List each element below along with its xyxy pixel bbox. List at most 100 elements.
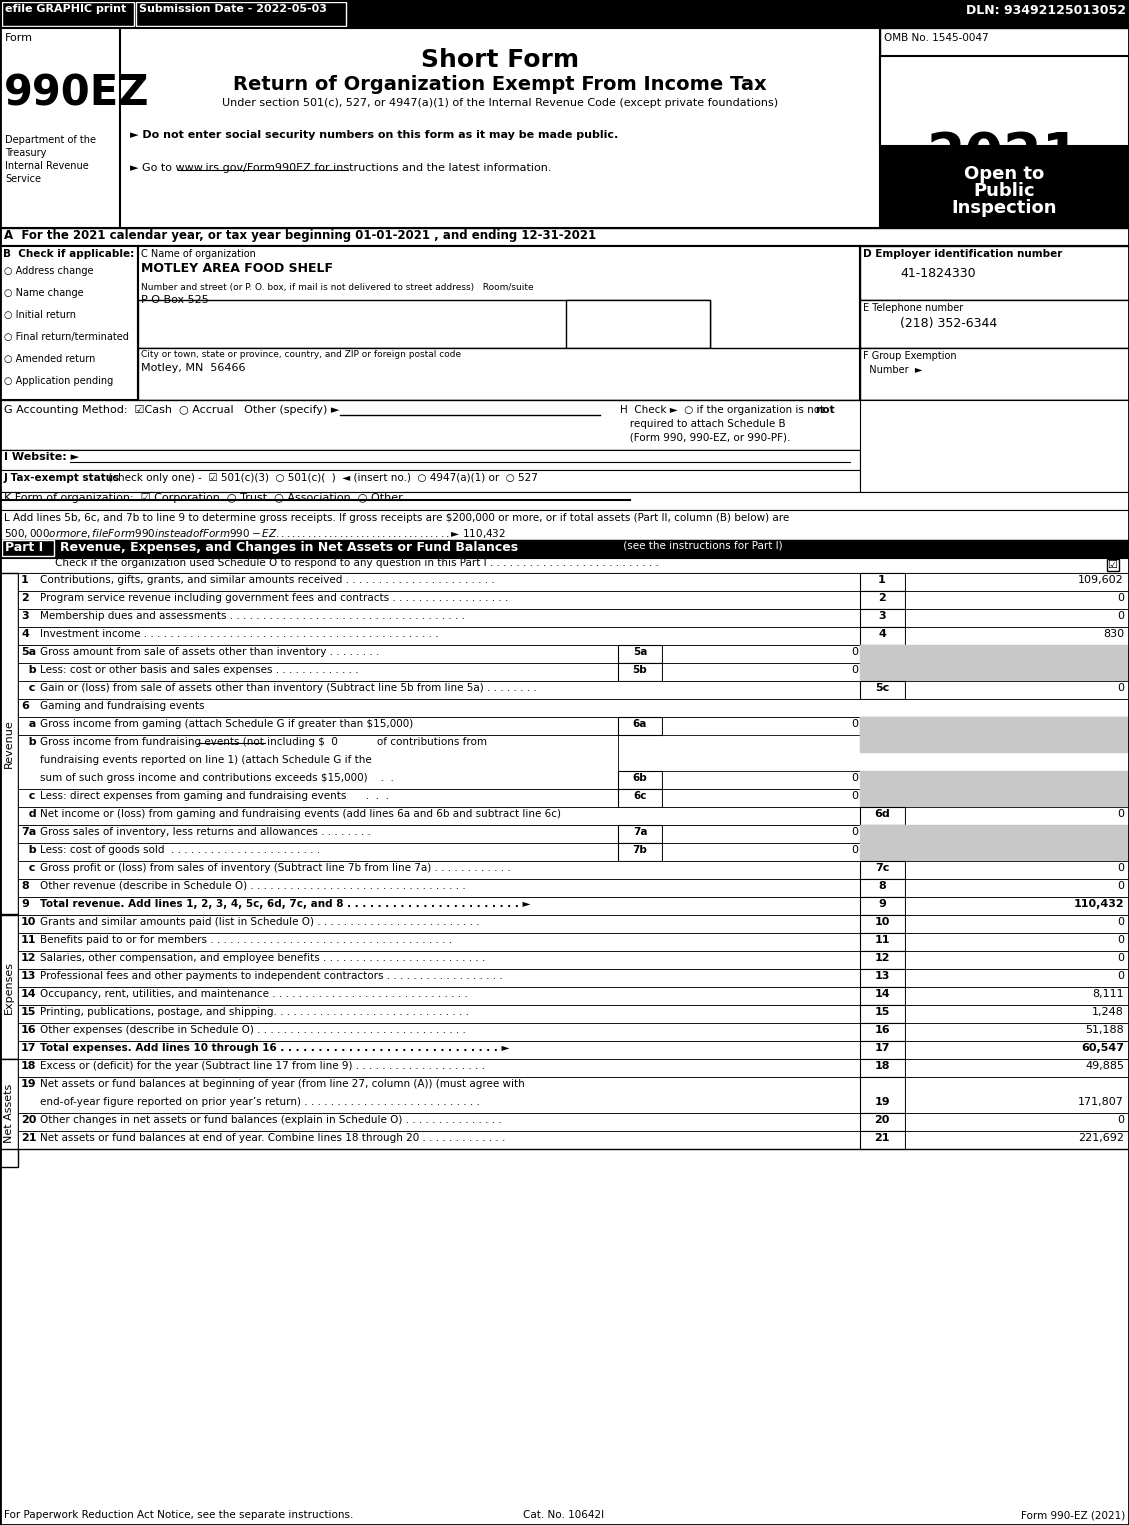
Text: Open to: Open to [964, 165, 1044, 183]
Text: 2: 2 [878, 593, 886, 602]
Text: 0: 0 [1117, 863, 1124, 872]
Bar [662, 825, 860, 843]
Bar [860, 897, 905, 915]
Text: City or town, state or province, country, and ZIP or foreign postal code: City or town, state or province, country… [141, 351, 461, 358]
Bar [18, 952, 860, 968]
Text: Return of Organization Exempt From Income Tax: Return of Organization Exempt From Incom… [234, 75, 767, 95]
Text: Other changes in net assets or fund balances (explain in Schedule O) . . . . . .: Other changes in net assets or fund bala… [40, 1115, 501, 1125]
Bar [662, 772, 860, 788]
Bar [135, 2, 345, 26]
Text: 12: 12 [874, 953, 890, 962]
Text: not: not [815, 406, 834, 415]
Text: 9: 9 [878, 900, 886, 909]
Text: Total revenue. Add lines 1, 2, 3, 4, 5c, 6d, 7c, and 8 . . . . . . . . . . . . .: Total revenue. Add lines 1, 2, 3, 4, 5c,… [40, 900, 531, 909]
Text: 4: 4 [21, 628, 29, 639]
Text: Gross income from fundraising events (not including $  0            of contribut: Gross income from fundraising events (no… [40, 737, 487, 747]
Text: ○ Name change: ○ Name change [5, 288, 84, 297]
Text: E Telephone number: E Telephone number [863, 303, 963, 313]
Text: 110,432: 110,432 [1074, 900, 1124, 909]
Text: 0: 0 [1117, 935, 1124, 945]
Bar [0, 246, 138, 400]
Text: Gross income from gaming (attach Schedule G if greater than $15,000): Gross income from gaming (attach Schedul… [40, 718, 413, 729]
Bar [18, 608, 860, 627]
Text: 990EZ: 990EZ [5, 72, 149, 114]
Text: 6b: 6b [632, 773, 647, 782]
Bar [905, 717, 1129, 735]
Bar [860, 348, 1129, 400]
Text: Net assets or fund balances at beginning of year (from line 27, column (A)) (mus: Net assets or fund balances at beginning… [40, 1080, 525, 1089]
Text: 10: 10 [21, 917, 36, 927]
Bar [18, 1005, 860, 1023]
Bar [0, 1058, 18, 1167]
Text: 1: 1 [21, 575, 28, 586]
Bar [0, 915, 18, 1058]
Text: 5a: 5a [633, 647, 647, 657]
Bar [18, 717, 618, 735]
Bar [879, 146, 1129, 229]
Bar [618, 717, 662, 735]
Text: 0: 0 [851, 827, 858, 837]
Text: b: b [21, 845, 36, 856]
Bar [905, 788, 1129, 807]
Text: I Website: ►: I Website: ► [5, 451, 79, 462]
Text: Under section 501(c), 527, or 4947(a)(1) of the Internal Revenue Code (except pr: Under section 501(c), 527, or 4947(a)(1)… [222, 98, 778, 108]
Bar [860, 843, 905, 862]
Text: 0: 0 [1117, 683, 1124, 692]
Text: Gross sales of inventory, less returns and allowances . . . . . . . .: Gross sales of inventory, less returns a… [40, 827, 370, 837]
Text: 7b: 7b [632, 845, 647, 856]
Text: 11: 11 [21, 935, 36, 945]
Text: 7a: 7a [632, 827, 647, 837]
Bar [860, 1023, 905, 1042]
Text: Treasury: Treasury [5, 148, 46, 159]
Text: 0: 0 [1117, 881, 1124, 891]
Bar [905, 862, 1129, 878]
Bar [18, 1042, 860, 1058]
Text: Less: direct expenses from gaming and fundraising events      .  .  .: Less: direct expenses from gaming and fu… [40, 791, 390, 801]
Text: Excess or (deficit) for the year (Subtract line 17 from line 9) . . . . . . . . : Excess or (deficit) for the year (Subtra… [40, 1061, 485, 1071]
Text: Part I: Part I [5, 541, 43, 554]
Bar [0, 540, 1129, 558]
Bar [905, 878, 1129, 897]
Bar [860, 1077, 905, 1113]
Bar [905, 645, 1129, 663]
Text: 51,188: 51,188 [1085, 1025, 1124, 1035]
Bar [0, 450, 860, 470]
Text: 7a: 7a [21, 827, 36, 837]
Text: 13: 13 [21, 971, 36, 981]
Bar [18, 645, 618, 663]
Text: 2021: 2021 [927, 130, 1082, 185]
Text: 21: 21 [874, 1133, 890, 1144]
Text: Professional fees and other payments to independent contractors . . . . . . . . : Professional fees and other payments to … [40, 971, 502, 981]
Text: 0: 0 [851, 647, 858, 657]
Text: Contributions, gifts, grants, and similar amounts received . . . . . . . . . . .: Contributions, gifts, grants, and simila… [40, 575, 495, 586]
Bar [18, 843, 618, 862]
Text: Investment income . . . . . . . . . . . . . . . . . . . . . . . . . . . . . . . : Investment income . . . . . . . . . . . … [40, 628, 439, 639]
Text: 19: 19 [874, 1096, 890, 1107]
Text: d: d [21, 808, 36, 819]
Text: 0: 0 [1117, 808, 1124, 819]
Bar [860, 862, 905, 878]
Bar [860, 788, 905, 807]
Bar [18, 878, 860, 897]
Text: A  For the 2021 calendar year, or tax year beginning 01-01-2021 , and ending 12-: A For the 2021 calendar year, or tax yea… [5, 229, 596, 242]
Bar [905, 1023, 1129, 1042]
Bar [18, 825, 618, 843]
Bar [860, 608, 905, 627]
Text: Motley, MN  56466: Motley, MN 56466 [141, 363, 245, 374]
Text: 11: 11 [874, 935, 890, 945]
Bar [618, 645, 662, 663]
Bar [905, 1058, 1129, 1077]
Text: Salaries, other compensation, and employee benefits . . . . . . . . . . . . . . : Salaries, other compensation, and employ… [40, 953, 485, 962]
Bar [18, 682, 860, 698]
Text: Check if the organization used Schedule O to respond to any question in this Par: Check if the organization used Schedule … [55, 558, 659, 567]
Bar [905, 952, 1129, 968]
Bar [138, 246, 860, 400]
Bar [0, 0, 1129, 27]
Bar [662, 843, 860, 862]
Text: 10: 10 [874, 917, 890, 927]
Text: Service: Service [5, 174, 41, 185]
Text: Net income or (loss) from gaming and fundraising events (add lines 6a and 6b and: Net income or (loss) from gaming and fun… [40, 808, 561, 819]
Bar [0, 573, 18, 913]
Bar [18, 807, 860, 825]
Text: 6d: 6d [874, 808, 890, 819]
